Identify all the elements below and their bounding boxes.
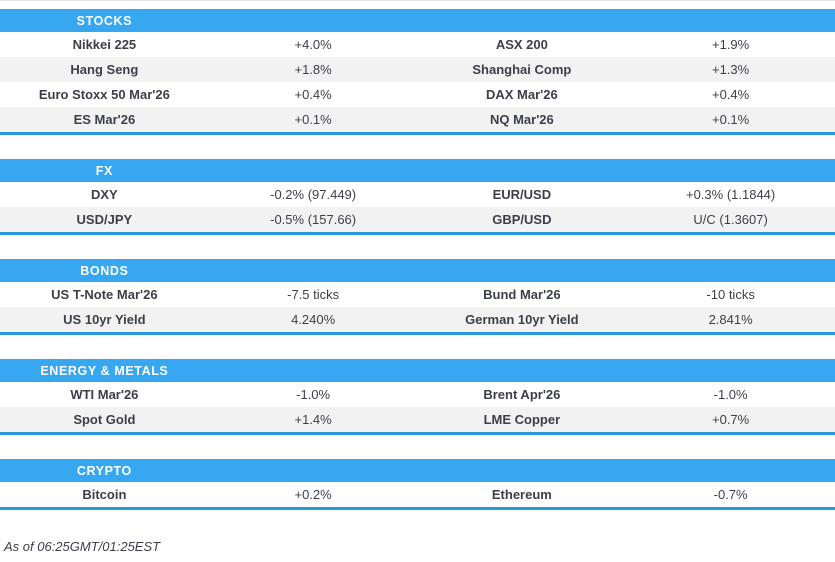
instrument-value: -10 ticks — [706, 287, 755, 302]
instrument-value: +4.0% — [294, 37, 332, 52]
instrument-name: Hang Seng — [70, 62, 139, 77]
instrument-name: DXY — [91, 187, 118, 202]
instrument-value: +0.7% — [712, 412, 750, 427]
instrument-name: Brent Apr'26 — [483, 387, 561, 402]
section-header: CRYPTO — [0, 459, 835, 482]
instrument-value: -1.0% — [713, 387, 748, 402]
instrument-value: +1.4% — [294, 412, 332, 427]
instrument-value: +1.8% — [294, 62, 332, 77]
market-summary-tables: STOCKS Nikkei 225 +4.0% ASX 200 +1.9% Hang Se… — [0, 9, 835, 510]
section-fx: FX DXY -0.2% (97.449) EUR/USD +0.3% (1.1844)… — [0, 159, 835, 235]
as-of-timestamp: As of 06:25GMT/01:25EST — [4, 539, 161, 554]
instrument-value: -1.0% — [296, 387, 331, 402]
instrument-name: Shanghai Comp — [472, 62, 572, 77]
instrument-name: ASX 200 — [495, 37, 548, 52]
instrument-name: WTI Mar'26 — [70, 387, 139, 402]
instrument-value: +0.2% — [294, 487, 332, 502]
section-stocks: STOCKS Nikkei 225 +4.0% ASX 200 +1.9% Hang Se… — [0, 9, 835, 135]
section-header: BONDS — [0, 259, 835, 282]
table-row: USD/JPY -0.5% (157.66) GBP/USD U/C (1.3607) — [0, 207, 835, 232]
table-row: DXY -0.2% (97.449) EUR/USD +0.3% (1.1844) — [0, 182, 835, 207]
instrument-name: Nikkei 225 — [72, 37, 137, 52]
section-crypto: CRYPTO Bitcoin +0.2% Ethereum -0.7% — [0, 459, 835, 510]
section-bonds: BONDS US T-Note Mar'26 -7.5 ticks Bund Mar'… — [0, 259, 835, 335]
section-title: STOCKS — [76, 13, 133, 28]
instrument-value: +1.9% — [712, 37, 750, 52]
instrument-name: Bund Mar'26 — [483, 287, 561, 302]
instrument-value: +0.4% — [712, 87, 750, 102]
section-title: CRYPTO — [76, 463, 132, 478]
table-row: US T-Note Mar'26 -7.5 ticks Bund Mar'26 -10… — [0, 282, 835, 307]
instrument-value: -0.5% (157.66) — [270, 212, 357, 227]
table-row: Nikkei 225 +4.0% ASX 200 +1.9% — [0, 32, 835, 57]
section-header: ENERGY & METALS — [0, 359, 835, 382]
instrument-name: US 10yr Yield — [63, 312, 146, 327]
table-row: ES Mar'26 +0.1% NQ Mar'26 +0.1% — [0, 107, 835, 132]
instrument-value: +0.4% — [294, 87, 332, 102]
instrument-value: +1.3% — [712, 62, 750, 77]
table-row: WTI Mar'26 -1.0% Brent Apr'26 -1.0% — [0, 382, 835, 407]
section-energy-metals: ENERGY & METALS WTI Mar'26 -1.0% Brent Apr'… — [0, 359, 835, 435]
instrument-name: USD/JPY — [76, 212, 133, 227]
table-row: Spot Gold +1.4% LME Copper +0.7% — [0, 407, 835, 432]
instrument-value: -7.5 ticks — [287, 287, 340, 302]
instrument-value: -0.2% (97.449) — [270, 187, 357, 202]
instrument-name: German 10yr Yield — [465, 312, 579, 327]
instrument-name: GBP/USD — [492, 212, 552, 227]
instrument-value: U/C (1.3607) — [693, 212, 768, 227]
instrument-name: Euro Stoxx 50 Mar'26 — [38, 87, 170, 102]
instrument-name: EUR/USD — [492, 187, 552, 202]
instrument-name: Bitcoin — [82, 487, 127, 502]
top-divider — [0, 0, 835, 1]
section-header: FX — [0, 159, 835, 182]
table-row: Euro Stoxx 50 Mar'26 +0.4% DAX Mar'26 +0.4% — [0, 82, 835, 107]
instrument-name: US T-Note Mar'26 — [51, 287, 158, 302]
instrument-name: NQ Mar'26 — [489, 112, 554, 127]
instrument-name: Spot Gold — [73, 412, 136, 427]
instrument-value: 2.841% — [708, 312, 753, 327]
table-row: Hang Seng +1.8% Shanghai Comp +1.3% — [0, 57, 835, 82]
instrument-name: LME Copper — [483, 412, 561, 427]
section-title: BONDS — [80, 263, 129, 278]
section-title: FX — [95, 163, 113, 178]
table-row: Bitcoin +0.2% Ethereum -0.7% — [0, 482, 835, 507]
instrument-value: +0.3% (1.1844) — [685, 187, 776, 202]
table-row: US 10yr Yield 4.240% German 10yr Yield 2.84… — [0, 307, 835, 332]
section-header: STOCKS — [0, 9, 835, 32]
instrument-value: +0.1% — [294, 112, 332, 127]
instrument-name: ES Mar'26 — [73, 112, 136, 127]
instrument-value: -0.7% — [713, 487, 748, 502]
instrument-name: Ethereum — [491, 487, 552, 502]
instrument-name: DAX Mar'26 — [486, 87, 558, 102]
instrument-value: +0.1% — [712, 112, 750, 127]
instrument-value: 4.240% — [291, 312, 336, 327]
section-title: ENERGY & METALS — [40, 363, 169, 378]
